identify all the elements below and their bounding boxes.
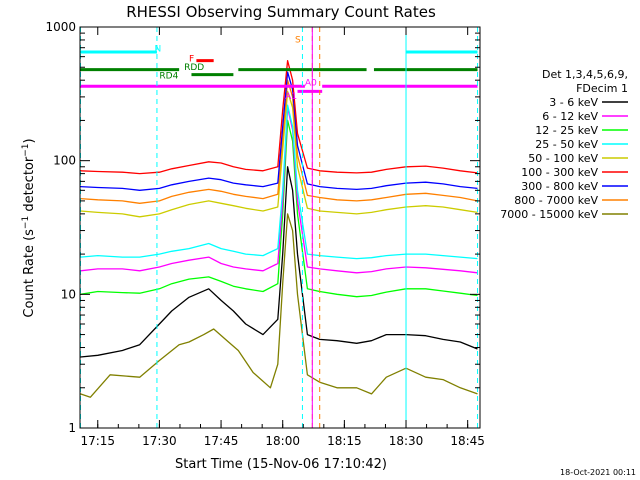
legend-label-6: 300 - 800 keV: [521, 180, 598, 193]
legend-label-1: 6 - 12 keV: [542, 110, 598, 123]
x-tick-label-4: 18:15: [327, 434, 362, 448]
x-tick-label-1: 17:30: [142, 434, 177, 448]
y-tick-label-2: 100: [53, 154, 76, 168]
series-line-2: [80, 119, 478, 298]
legend-header-1: FDecim 1: [576, 82, 628, 95]
y-tick-label-3: 1000: [45, 20, 76, 34]
state-label-rd4: RD4: [159, 72, 178, 82]
state-label-n: N: [154, 45, 161, 55]
legend-label-0: 3 - 6 keV: [549, 96, 598, 109]
state-label-rdd: RDD: [184, 63, 204, 73]
y-label-main: Count Rate (s: [22, 229, 37, 318]
series-line-0: [80, 213, 478, 398]
state-label-s: S: [295, 36, 301, 46]
series-line-4: [80, 104, 478, 260]
y-label-sup-2: −1: [21, 143, 31, 156]
legend-header-0: Det 1,3,4,5,6,9,: [542, 68, 628, 81]
state-label-f: F: [189, 55, 194, 65]
state-label-a0: A0: [305, 79, 317, 89]
y-axis-label: Count Rate (s−1 detector−1): [21, 138, 37, 317]
x-tick-label-2: 17:45: [204, 434, 239, 448]
x-axis-label: Start Time (15-Nov-06 17:10:42): [175, 457, 387, 472]
x-tick-label-0: 17:15: [80, 434, 115, 448]
legend-label-2: 12 - 25 keV: [535, 124, 598, 137]
series-layer: [80, 60, 478, 398]
x-tick-label-6: 18:45: [450, 434, 485, 448]
legend-label-7: 800 - 7000 keV: [514, 194, 598, 207]
chart-title: RHESSI Observing Summary Count Rates: [126, 3, 436, 21]
x-tick-label-3: 18:00: [265, 434, 300, 448]
y-label-end: ): [22, 138, 37, 143]
series-line-1: [80, 166, 478, 358]
y-label-mid: detector: [22, 156, 37, 216]
y-tick-label-1: 10: [61, 287, 76, 301]
footer-timestamp: 18-Oct-2021 00:11: [560, 468, 636, 477]
legend-label-3: 25 - 50 keV: [535, 138, 598, 151]
x-tick-label-5: 18:30: [389, 434, 424, 448]
series-line-6: [80, 79, 478, 204]
legend-label-8: 7000 - 15000 keV: [500, 208, 598, 221]
legend-label-4: 50 - 100 keV: [528, 152, 598, 165]
series-line-5: [80, 90, 478, 218]
y-axis: 1 10 100 1000: [45, 20, 480, 435]
legend-label-5: 100 - 300 keV: [521, 166, 598, 179]
y-label-sup-1: −1: [21, 216, 31, 229]
state-label-a1: A1: [285, 92, 297, 102]
plot-frame: [79, 26, 481, 429]
x-axis: 17:15 17:30 17:45 18:00 18:15 18:30 18:45: [80, 27, 485, 448]
series-line-7: [80, 71, 478, 191]
y-tick-label-0: 1: [68, 421, 76, 435]
